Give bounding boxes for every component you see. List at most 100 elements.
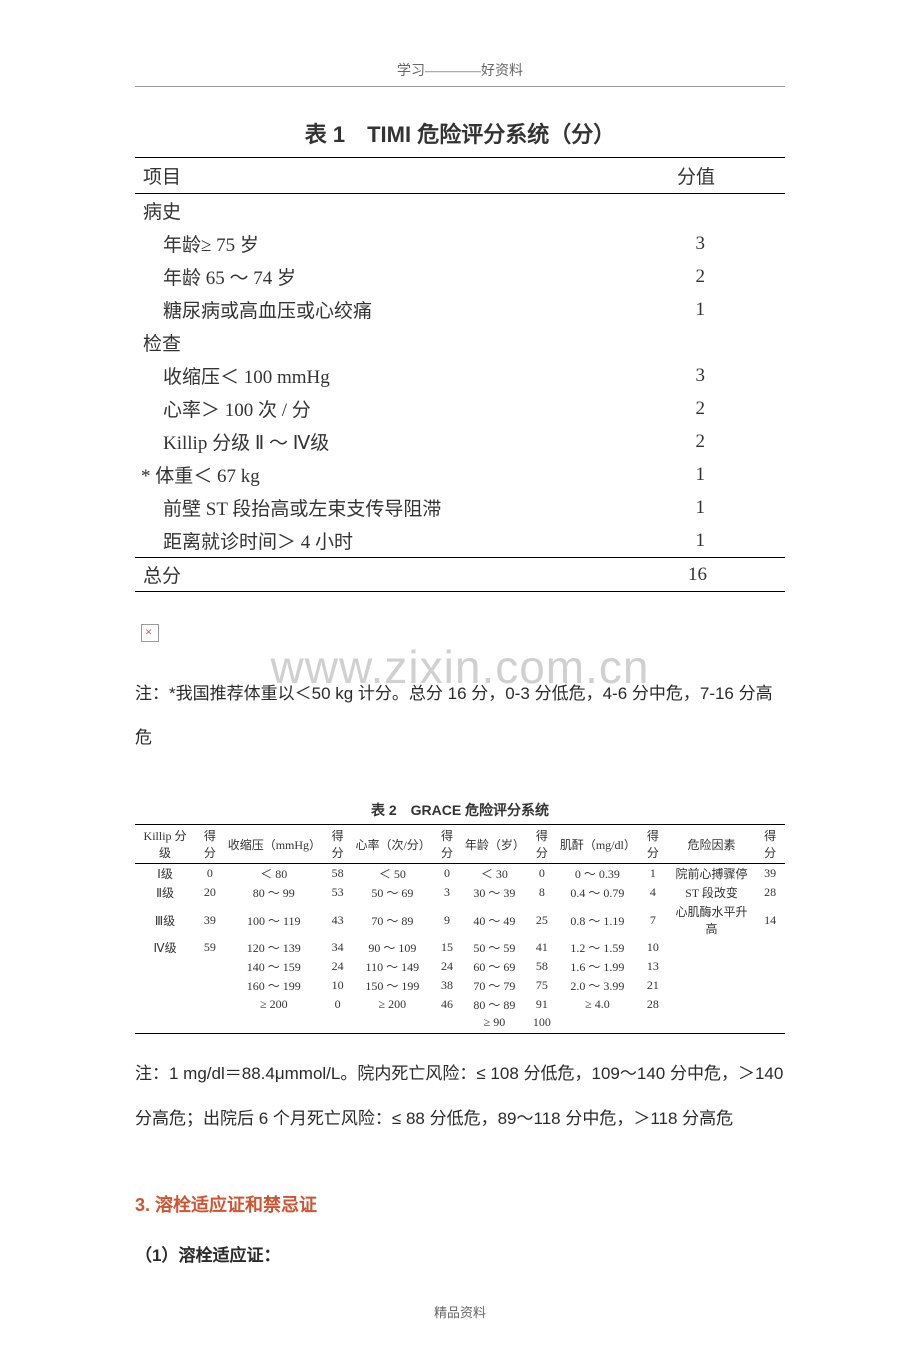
table1-score: 1 — [610, 293, 785, 326]
table2-cell: 150 ～ 199 — [352, 976, 432, 995]
table2-cell — [195, 976, 225, 995]
table1-total-label: 总分 — [135, 558, 610, 592]
table2-cell: 58 — [323, 864, 353, 884]
table1-section: 病史 — [135, 194, 785, 228]
table2-cell: 14 — [755, 902, 785, 938]
table2-cell: 39 — [755, 864, 785, 884]
table1-section: 检查 — [135, 326, 785, 359]
table2-cell: 30 ～ 39 — [462, 883, 527, 902]
table2-cell: 60 ～ 69 — [462, 957, 527, 976]
table2-cell — [668, 938, 756, 957]
table2-cell — [755, 1014, 785, 1034]
table2-cell: 院前心搏骤停 — [668, 864, 756, 884]
table2-cell — [668, 1014, 756, 1034]
table2-header: 得分 — [755, 825, 785, 864]
table2-header: 危险因素 — [668, 825, 756, 864]
table2-cell: 160 ～ 199 — [225, 976, 323, 995]
table2-header: 收缩压（mmHg） — [225, 825, 323, 864]
table1-score: 2 — [610, 425, 785, 458]
table2-cell — [755, 938, 785, 957]
table2-cell: 心肌酶水平升高 — [668, 902, 756, 938]
table2-cell: 21 — [638, 976, 668, 995]
table2-cell — [225, 1014, 323, 1034]
table2-header: 年龄（岁） — [462, 825, 527, 864]
table1-item: 糖尿病或高血压或心绞痛 — [135, 293, 610, 326]
table2-cell — [668, 995, 756, 1014]
table1-item: * 体重＜ 67 kg — [135, 458, 610, 491]
table2-cell: 10 — [323, 976, 353, 995]
table2-cell: 0 — [323, 995, 353, 1014]
table2-cell — [668, 957, 756, 976]
table1-head-score: 分值 — [610, 158, 785, 194]
table2-cell: 41 — [527, 938, 557, 957]
table2-cell — [135, 995, 195, 1014]
table2-header: 得分 — [432, 825, 462, 864]
table2-cell: Ⅰ级 — [135, 864, 195, 884]
table1-title: 表 1 TIMI 危险评分系统（分） — [135, 117, 785, 149]
table2-cell: 28 — [638, 995, 668, 1014]
table2-cell: 34 — [323, 938, 353, 957]
table2-cell: 120 ～ 139 — [225, 938, 323, 957]
table2-cell — [432, 1014, 462, 1034]
table2-title: 表 2 GRACE 危险评分系统 — [135, 800, 785, 820]
table2-cell: 9 — [432, 902, 462, 938]
table2-cell: ≥ 90 — [462, 1014, 527, 1034]
table2-cell: Ⅲ级 — [135, 902, 195, 938]
table2-cell: 80 ～ 99 — [225, 883, 323, 902]
table2-cell: 0.4 ～ 0.79 — [557, 883, 638, 902]
table2-cell — [135, 957, 195, 976]
broken-image-icon — [141, 624, 159, 642]
page-footer: 精品资料 — [135, 1302, 785, 1321]
table2-cell: ≥ 4.0 — [557, 995, 638, 1014]
table2-header: 心率（次/分） — [352, 825, 432, 864]
section-title: 3. 溶栓适应证和禁忌证 — [135, 1191, 785, 1217]
table2-cell: 1.2 ～ 1.59 — [557, 938, 638, 957]
table2-cell: 50 ～ 69 — [352, 883, 432, 902]
table2-cell: 43 — [323, 902, 353, 938]
table2-cell — [557, 1014, 638, 1034]
table2: Killip 分级得分收缩压（mmHg）得分心率（次/分）得分年龄（岁）得分肌酐… — [135, 824, 785, 1034]
table2-cell: 3 — [432, 883, 462, 902]
table2-header: 肌酐（mg/dl） — [557, 825, 638, 864]
table2-cell: 1 — [638, 864, 668, 884]
table2-cell: 1.6 ～ 1.99 — [557, 957, 638, 976]
table2-cell: 90 ～ 109 — [352, 938, 432, 957]
table2-cell: ＜ 50 — [352, 864, 432, 884]
table2-cell: ST 段改变 — [668, 883, 756, 902]
table2-cell: 13 — [638, 957, 668, 976]
table2-cell: Ⅱ级 — [135, 883, 195, 902]
table2-cell — [135, 976, 195, 995]
table1-score: 2 — [610, 260, 785, 293]
table2-cell: 38 — [432, 976, 462, 995]
table2-cell: 2.0 ～ 3.99 — [557, 976, 638, 995]
table2-cell — [755, 957, 785, 976]
table2-cell: 7 — [638, 902, 668, 938]
table1-head-item: 项目 — [135, 158, 610, 194]
table2-cell: 0 — [527, 864, 557, 884]
table1-score: 1 — [610, 524, 785, 558]
table2-cell: 140 ～ 159 — [225, 957, 323, 976]
table2-cell — [323, 1014, 353, 1034]
table2-cell: 0 ～ 0.39 — [557, 864, 638, 884]
table1-item: 年龄≥ 75 岁 — [135, 227, 610, 260]
table2-cell — [195, 995, 225, 1014]
table2-cell — [135, 1014, 195, 1034]
table1-total-score: 16 — [610, 558, 785, 592]
table2-cell: 4 — [638, 883, 668, 902]
table2-cell: 10 — [638, 938, 668, 957]
table1: 项目 分值 病史年龄≥ 75 岁3年龄 65 ～ 74 岁2糖尿病或高血压或心绞… — [135, 157, 785, 592]
table2-cell: ＜ 80 — [225, 864, 323, 884]
note1: 注：*我国推荐体重以＜50 kg 计分。总分 16 分，0-3 分低危，4-6 … — [135, 672, 785, 760]
table2-cell — [755, 995, 785, 1014]
table1-item: 距离就诊时间＞ 4 小时 — [135, 524, 610, 558]
table2-cell — [755, 976, 785, 995]
table2-cell: 70 ～ 89 — [352, 902, 432, 938]
table2-cell: 20 — [195, 883, 225, 902]
table2-cell — [638, 1014, 668, 1034]
table2-header: 得分 — [638, 825, 668, 864]
table2-cell: 100 ～ 119 — [225, 902, 323, 938]
table2-cell: 50 ～ 59 — [462, 938, 527, 957]
table2-cell: 91 — [527, 995, 557, 1014]
table2-cell — [195, 1014, 225, 1034]
sub-title: （1）溶栓适应证： — [135, 1241, 785, 1266]
